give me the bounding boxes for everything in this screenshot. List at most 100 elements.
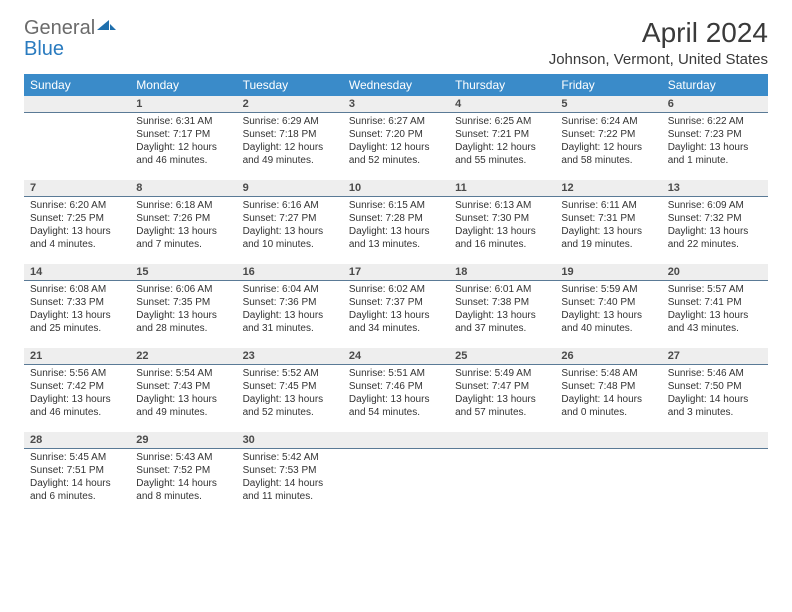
day-detail-line: Sunrise: 6:01 AM — [455, 283, 549, 296]
day-number: 5 — [555, 96, 661, 113]
day-detail-line: Daylight: 13 hours and 16 minutes. — [455, 225, 549, 251]
calendar-day-cell: 18 Sunrise: 6:01 AMSunset: 7:38 PMDayligh… — [449, 264, 555, 348]
day-number: 6 — [662, 96, 768, 113]
day-detail-line: Sunrise: 6:25 AM — [455, 115, 549, 128]
day-detail-line: Sunset: 7:53 PM — [243, 464, 337, 477]
day-number: 12 — [555, 180, 661, 197]
day-detail-line: Sunrise: 6:06 AM — [136, 283, 230, 296]
day-number: 19 — [555, 264, 661, 281]
day-details: Sunrise: 6:24 AMSunset: 7:22 PMDaylight:… — [555, 113, 661, 173]
day-detail-line: Sunset: 7:36 PM — [243, 296, 337, 309]
day-detail-line: Sunrise: 5:46 AM — [668, 367, 762, 380]
day-details: Sunrise: 5:57 AMSunset: 7:41 PMDaylight:… — [662, 281, 768, 341]
calendar-body: 1Sunrise: 6:31 AMSunset: 7:17 PMDaylight… — [24, 96, 768, 516]
day-detail-line: Daylight: 13 hours and 34 minutes. — [349, 309, 443, 335]
weekday-header: Monday — [130, 74, 236, 96]
day-details: Sunrise: 6:11 AMSunset: 7:31 PMDaylight:… — [555, 197, 661, 257]
day-number: 15 — [130, 264, 236, 281]
day-detail-line: Sunrise: 5:51 AM — [349, 367, 443, 380]
day-detail-line: Daylight: 14 hours and 3 minutes. — [668, 393, 762, 419]
calendar-week-row: 14Sunrise: 6:08 AMSunset: 7:33 PMDayligh… — [24, 264, 768, 348]
calendar-page: General Blue April 2024 Johnson, Vermont… — [0, 0, 792, 534]
day-detail-line: Daylight: 12 hours and 52 minutes. — [349, 141, 443, 167]
day-detail-line: Daylight: 14 hours and 8 minutes. — [136, 477, 230, 503]
day-detail-line: Daylight: 13 hours and 1 minute. — [668, 141, 762, 167]
day-detail-line: Daylight: 13 hours and 52 minutes. — [243, 393, 337, 419]
day-detail-line: Daylight: 14 hours and 11 minutes. — [243, 477, 337, 503]
logo-text-block: General Blue — [24, 18, 117, 60]
day-number: 29 — [130, 432, 236, 449]
calendar-day-cell: 9Sunrise: 6:16 AMSunset: 7:27 PMDaylight… — [237, 180, 343, 264]
weekday-header: Saturday — [662, 74, 768, 96]
day-number — [555, 432, 661, 449]
day-details: Sunrise: 5:54 AMSunset: 7:43 PMDaylight:… — [130, 365, 236, 425]
day-number: 11 — [449, 180, 555, 197]
day-detail-line: Sunset: 7:48 PM — [561, 380, 655, 393]
day-detail-line: Sunset: 7:38 PM — [455, 296, 549, 309]
calendar-table: SundayMondayTuesdayWednesdayThursdayFrid… — [24, 74, 768, 516]
day-detail-line: Daylight: 13 hours and 57 minutes. — [455, 393, 549, 419]
day-detail-line: Sunset: 7:47 PM — [455, 380, 549, 393]
calendar-day-cell: 4Sunrise: 6:25 AMSunset: 7:21 PMDaylight… — [449, 96, 555, 180]
calendar-day-cell: 1Sunrise: 6:31 AMSunset: 7:17 PMDaylight… — [130, 96, 236, 180]
day-detail-line: Sunrise: 5:54 AM — [136, 367, 230, 380]
calendar-day-cell: 21Sunrise: 5:56 AMSunset: 7:42 PMDayligh… — [24, 348, 130, 432]
day-details: Sunrise: 6:18 AMSunset: 7:26 PMDaylight:… — [130, 197, 236, 257]
day-details: Sunrise: 6:02 AMSunset: 7:37 PMDaylight:… — [343, 281, 449, 341]
calendar-day-cell: 2Sunrise: 6:29 AMSunset: 7:18 PMDaylight… — [237, 96, 343, 180]
day-detail-line: Sunset: 7:28 PM — [349, 212, 443, 225]
day-details — [343, 449, 449, 457]
day-detail-line: Sunrise: 5:48 AM — [561, 367, 655, 380]
day-detail-line: Daylight: 13 hours and 49 minutes. — [136, 393, 230, 419]
day-details: Sunrise: 6:13 AMSunset: 7:30 PMDaylight:… — [449, 197, 555, 257]
day-detail-line: Sunrise: 6:11 AM — [561, 199, 655, 212]
day-detail-line: Sunrise: 6:22 AM — [668, 115, 762, 128]
day-number: 9 — [237, 180, 343, 197]
day-detail-line: Daylight: 13 hours and 37 minutes. — [455, 309, 549, 335]
logo-text-general: General — [24, 17, 95, 39]
day-detail-line: Sunset: 7:31 PM — [561, 212, 655, 225]
day-number: 22 — [130, 348, 236, 365]
calendar-day-cell: 12Sunrise: 6:11 AMSunset: 7:31 PMDayligh… — [555, 180, 661, 264]
day-number: 7 — [24, 180, 130, 197]
calendar-week-row: 1Sunrise: 6:31 AMSunset: 7:17 PMDaylight… — [24, 96, 768, 180]
day-detail-line: Sunset: 7:25 PM — [30, 212, 124, 225]
page-title: April 2024 — [549, 18, 768, 49]
day-detail-line: Daylight: 13 hours and 25 minutes. — [30, 309, 124, 335]
day-detail-line: Daylight: 13 hours and 28 minutes. — [136, 309, 230, 335]
calendar-day-cell — [343, 432, 449, 516]
day-number: 20 — [662, 264, 768, 281]
calendar-day-cell: 14Sunrise: 6:08 AMSunset: 7:33 PMDayligh… — [24, 264, 130, 348]
day-details: Sunrise: 5:52 AMSunset: 7:45 PMDaylight:… — [237, 365, 343, 425]
calendar-day-cell: 11Sunrise: 6:13 AMSunset: 7:30 PMDayligh… — [449, 180, 555, 264]
calendar-day-cell: 19Sunrise: 5:59 AMSunset: 7:40 PMDayligh… — [555, 264, 661, 348]
calendar-day-cell: 3Sunrise: 6:27 AMSunset: 7:20 PMDaylight… — [343, 96, 449, 180]
day-detail-line: Sunset: 7:41 PM — [668, 296, 762, 309]
day-details: Sunrise: 6:08 AMSunset: 7:33 PMDaylight:… — [24, 281, 130, 341]
day-number: 18 — [449, 264, 555, 281]
calendar-day-cell: 5Sunrise: 6:24 AMSunset: 7:22 PMDaylight… — [555, 96, 661, 180]
day-detail-line: Sunset: 7:30 PM — [455, 212, 549, 225]
day-detail-line: Sunrise: 5:57 AM — [668, 283, 762, 296]
day-detail-line: Daylight: 13 hours and 19 minutes. — [561, 225, 655, 251]
day-details: Sunrise: 6:04 AMSunset: 7:36 PMDaylight:… — [237, 281, 343, 341]
weekday-header-row: SundayMondayTuesdayWednesdayThursdayFrid… — [24, 74, 768, 96]
day-details — [24, 113, 130, 121]
day-detail-line: Daylight: 12 hours and 49 minutes. — [243, 141, 337, 167]
day-number: 26 — [555, 348, 661, 365]
day-detail-line: Sunrise: 6:08 AM — [30, 283, 124, 296]
day-detail-line: Sunrise: 6:31 AM — [136, 115, 230, 128]
logo-sail-icon — [95, 18, 117, 32]
day-details: Sunrise: 6:22 AMSunset: 7:23 PMDaylight:… — [662, 113, 768, 173]
day-detail-line: Daylight: 13 hours and 22 minutes. — [668, 225, 762, 251]
calendar-day-cell: 15Sunrise: 6:06 AMSunset: 7:35 PMDayligh… — [130, 264, 236, 348]
weekday-header: Tuesday — [237, 74, 343, 96]
day-detail-line: Sunrise: 6:24 AM — [561, 115, 655, 128]
day-detail-line: Sunset: 7:50 PM — [668, 380, 762, 393]
day-number: 30 — [237, 432, 343, 449]
calendar-week-row: 21Sunrise: 5:56 AMSunset: 7:42 PMDayligh… — [24, 348, 768, 432]
day-details — [449, 449, 555, 457]
day-details: Sunrise: 6:31 AMSunset: 7:17 PMDaylight:… — [130, 113, 236, 173]
day-detail-line: Sunrise: 6:15 AM — [349, 199, 443, 212]
day-detail-line: Sunrise: 6:09 AM — [668, 199, 762, 212]
